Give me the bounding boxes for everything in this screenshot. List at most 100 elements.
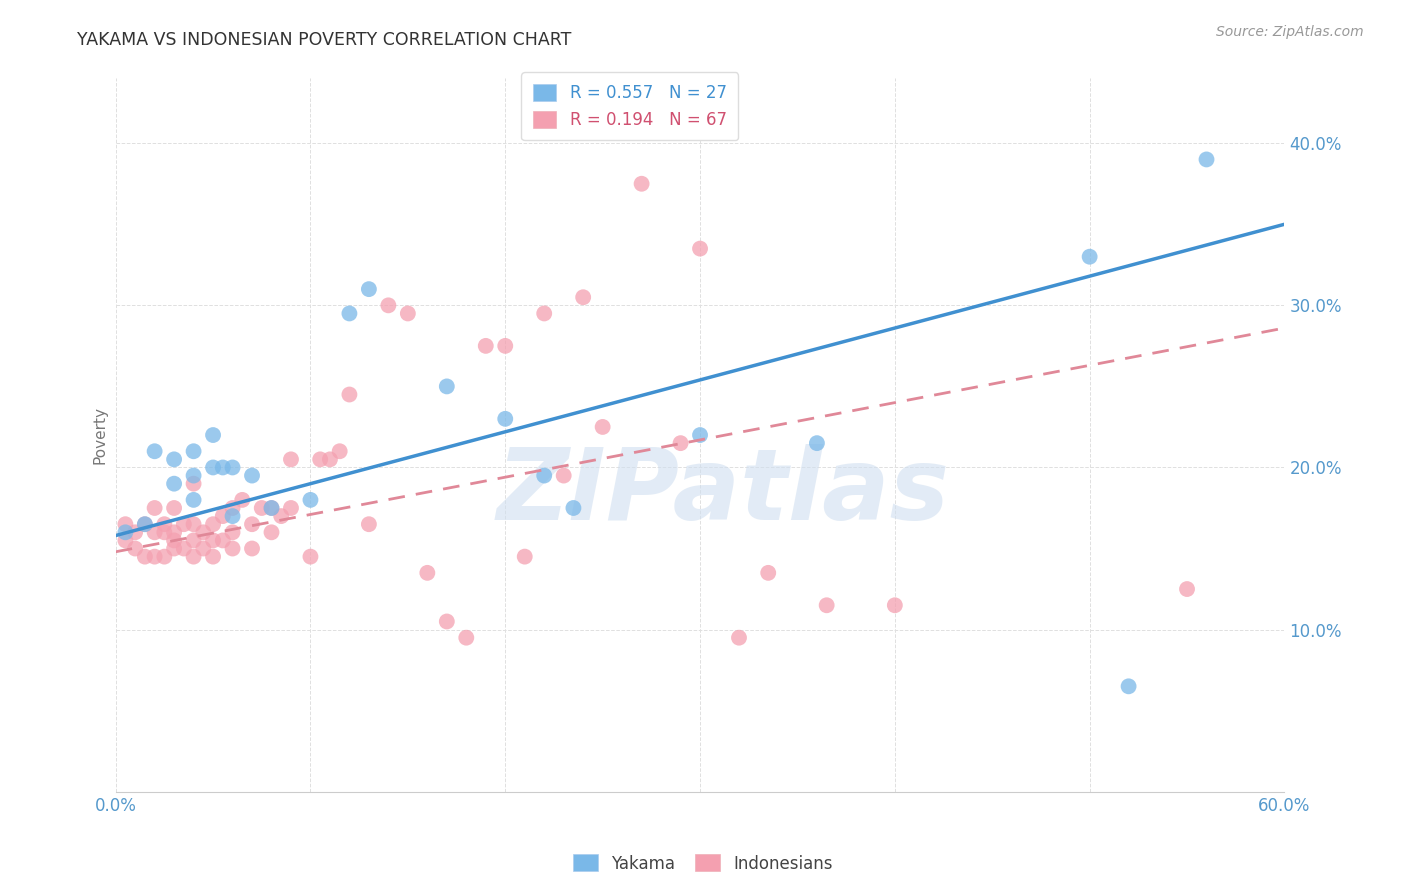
Point (134, 517, 156, 532)
Point (1118, 679, 1140, 693)
Point (689, 428, 711, 442)
Point (357, 517, 380, 532)
Text: YAKAMA VS INDONESIAN POVERTY CORRELATION CHART: YAKAMA VS INDONESIAN POVERTY CORRELATION… (77, 31, 572, 49)
Point (134, 517, 156, 532)
Point (756, 566, 779, 580)
Point (280, 500, 302, 515)
Point (183, 444, 205, 458)
Point (134, 549, 156, 564)
Point (1175, 582, 1198, 596)
Point (240, 468, 263, 483)
Point (153, 525, 176, 540)
Point (1195, 153, 1218, 167)
Point (533, 306, 555, 320)
Point (339, 387, 361, 401)
Point (240, 517, 263, 532)
Point (143, 525, 166, 540)
Point (193, 525, 215, 540)
Point (494, 412, 516, 426)
Point (533, 468, 555, 483)
Point (183, 549, 205, 564)
Point (630, 177, 652, 191)
Point (436, 615, 458, 629)
Point (124, 541, 146, 556)
Point (114, 525, 136, 540)
Point (202, 549, 225, 564)
Point (329, 444, 352, 458)
Point (183, 492, 205, 507)
Point (250, 500, 273, 515)
Point (124, 525, 146, 540)
Text: ZIPatlas: ZIPatlas (496, 443, 950, 541)
Point (260, 525, 283, 540)
Point (221, 460, 243, 475)
Point (173, 517, 195, 532)
Point (240, 541, 263, 556)
Point (173, 541, 195, 556)
Point (728, 631, 751, 645)
Point (221, 525, 243, 540)
Point (163, 533, 186, 548)
Point (669, 436, 692, 450)
Point (572, 290, 595, 304)
Point (202, 460, 225, 475)
Text: Source: ZipAtlas.com: Source: ZipAtlas.com (1216, 25, 1364, 39)
Point (143, 444, 166, 458)
Point (202, 428, 225, 442)
Point (377, 298, 399, 312)
Point (153, 549, 176, 564)
Point (270, 509, 292, 524)
Point (153, 517, 176, 532)
Point (689, 242, 711, 256)
Point (553, 468, 575, 483)
Y-axis label: Poverty: Poverty (93, 406, 107, 464)
Point (260, 500, 283, 515)
Point (221, 500, 243, 515)
Point (211, 460, 233, 475)
Point (202, 533, 225, 548)
Point (143, 549, 166, 564)
Point (339, 306, 361, 320)
Point (202, 517, 225, 532)
Point (260, 500, 283, 515)
Point (815, 599, 838, 613)
Point (163, 525, 186, 540)
Point (562, 500, 585, 515)
Point (114, 533, 136, 548)
Point (309, 452, 332, 467)
Point (592, 420, 614, 434)
Point (319, 452, 342, 467)
Point (231, 492, 253, 507)
Point (494, 339, 516, 353)
Point (221, 541, 243, 556)
Point (513, 549, 536, 564)
Point (211, 533, 233, 548)
Point (221, 509, 243, 524)
Point (1078, 250, 1101, 264)
Point (396, 306, 419, 320)
Point (280, 452, 302, 467)
Point (806, 436, 828, 450)
Point (436, 379, 458, 393)
Point (163, 541, 186, 556)
Point (416, 566, 439, 580)
Point (193, 541, 215, 556)
Point (474, 339, 496, 353)
Legend: R = 0.557   N = 27, R = 0.194   N = 67: R = 0.557 N = 27, R = 0.194 N = 67 (522, 72, 738, 140)
Point (299, 549, 322, 564)
Point (299, 492, 322, 507)
Point (163, 476, 186, 491)
Point (357, 282, 380, 296)
Point (183, 533, 205, 548)
Point (183, 476, 205, 491)
Point (183, 517, 205, 532)
Point (883, 599, 905, 613)
Point (211, 509, 233, 524)
Point (163, 452, 186, 467)
Point (456, 631, 478, 645)
Point (183, 468, 205, 483)
Legend: Yakama, Indonesians: Yakama, Indonesians (567, 847, 839, 880)
Point (143, 500, 166, 515)
Point (114, 517, 136, 532)
Point (163, 500, 186, 515)
